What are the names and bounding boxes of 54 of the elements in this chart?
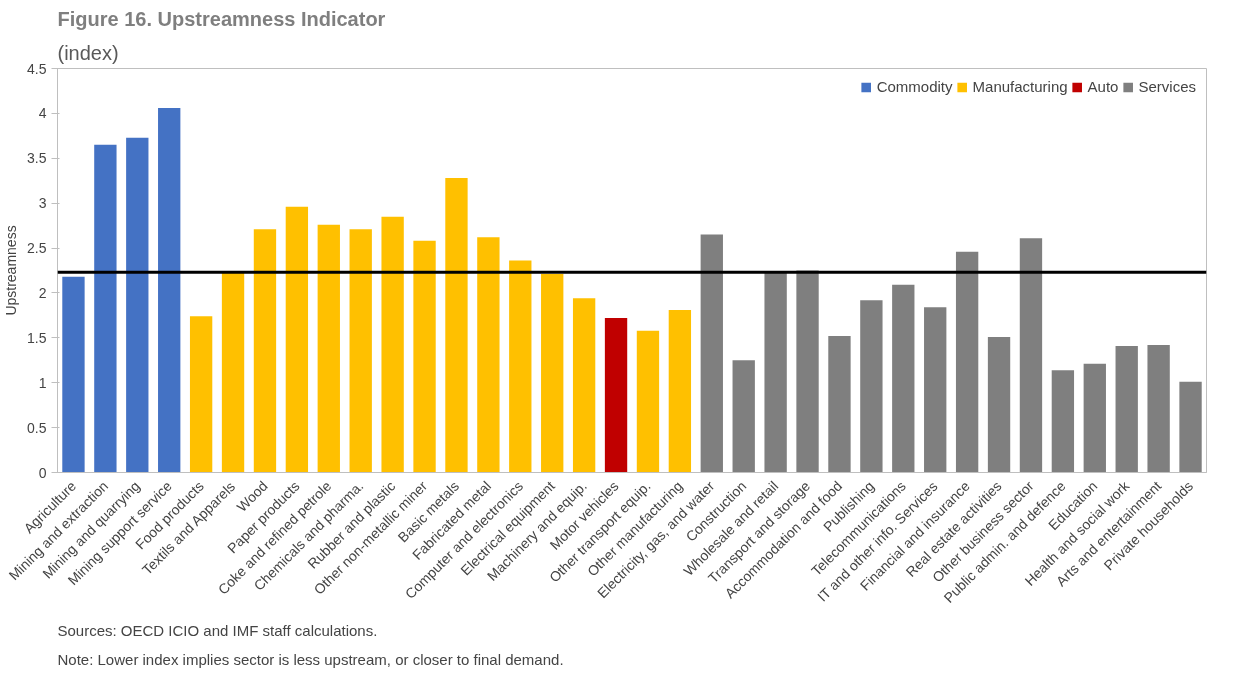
bar xyxy=(987,336,1011,473)
bar xyxy=(285,206,309,473)
bar xyxy=(477,237,500,473)
bar xyxy=(1179,381,1202,473)
bar xyxy=(1115,345,1138,473)
y-tick-label: 1.5 xyxy=(27,329,47,346)
bar xyxy=(1051,370,1075,473)
bar xyxy=(413,240,436,473)
bar xyxy=(221,271,245,473)
bar xyxy=(253,229,277,473)
bar xyxy=(445,178,468,473)
bar xyxy=(349,229,372,473)
bar xyxy=(924,307,947,473)
y-tick-label: 0.5 xyxy=(27,419,47,436)
bar xyxy=(1019,238,1043,473)
bar xyxy=(860,300,883,473)
bar xyxy=(668,310,692,473)
y-tick-label: 3.5 xyxy=(27,150,47,167)
y-tick-label: 3 xyxy=(38,195,47,212)
source-note: Sources: OECD ICIO and IMF staff calculations. xyxy=(57,621,378,639)
y-tick-label: 4.5 xyxy=(27,60,47,77)
y-tick-label: 0 xyxy=(38,464,47,481)
bar xyxy=(189,316,213,473)
chart-subtitle: (index) xyxy=(57,41,119,64)
bar xyxy=(509,260,532,473)
y-tick-label: 1 xyxy=(38,374,47,391)
bar xyxy=(636,330,660,473)
bar xyxy=(700,234,723,473)
y-axis-title: Upstreamness xyxy=(3,225,20,316)
bar xyxy=(732,360,755,473)
legend-label: Auto xyxy=(1087,78,1119,95)
legend-label: Services xyxy=(1138,78,1196,95)
bar xyxy=(62,276,85,473)
bar xyxy=(764,271,787,473)
legend-label: Commodity xyxy=(876,78,953,95)
bar xyxy=(1147,345,1170,473)
chart-title: Figure 16. Upstreamness Indicator xyxy=(57,7,386,30)
bar xyxy=(828,336,851,473)
legend-label: Manufacturing xyxy=(972,78,1068,95)
bar xyxy=(572,298,596,473)
bar xyxy=(317,224,340,473)
bar xyxy=(541,274,564,473)
bar xyxy=(1083,363,1106,473)
bar xyxy=(955,251,979,473)
bar xyxy=(158,108,181,473)
bar xyxy=(381,216,404,473)
bar xyxy=(892,284,915,473)
bar xyxy=(604,318,628,473)
text: Note: Lower index implies sector is less upstream, or closer to final demand. xyxy=(57,650,564,668)
y-tick-label: 2 xyxy=(38,284,47,301)
y-tick-label: 4 xyxy=(38,105,47,122)
y-tick-label: 2.5 xyxy=(27,240,47,257)
bar xyxy=(94,144,117,473)
bar xyxy=(126,137,149,473)
